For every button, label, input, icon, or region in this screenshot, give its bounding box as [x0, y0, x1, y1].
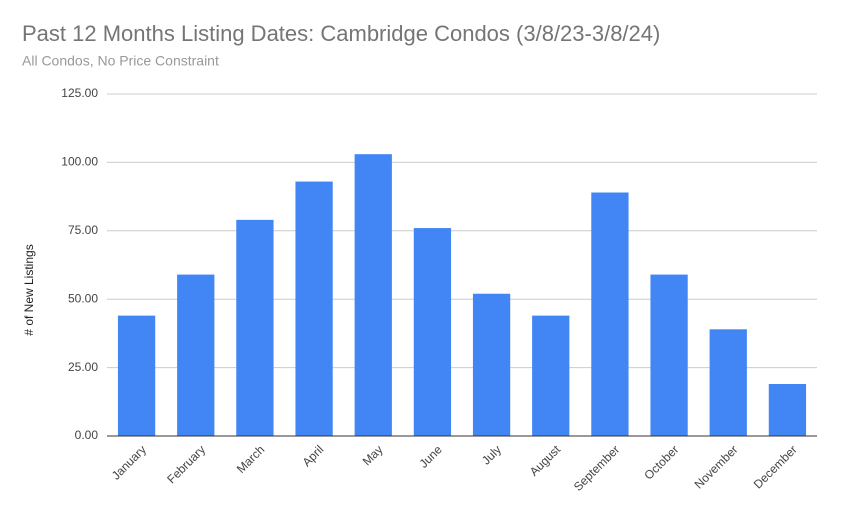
bar [236, 219, 274, 436]
y-tick-label: 0.00 [75, 428, 99, 442]
bar [768, 384, 807, 436]
bar [117, 315, 156, 436]
bar [591, 192, 629, 436]
bar [709, 329, 747, 436]
y-tick-label: 50.00 [68, 291, 98, 305]
y-tick-label: 25.00 [68, 360, 98, 374]
bar [177, 274, 215, 436]
bar [472, 293, 511, 436]
bar [532, 315, 570, 436]
bar [354, 154, 392, 436]
y-tick-label: 125.00 [61, 86, 98, 100]
chart-title: Past 12 Months Listing Dates: Cambridge … [22, 21, 660, 46]
y-tick-label: 100.00 [61, 155, 98, 169]
bar [650, 274, 688, 436]
bar [413, 228, 452, 436]
chart-subtitle: All Condos, No Price Constraint [22, 53, 219, 69]
y-tick-label: 75.00 [68, 223, 98, 237]
y-axis-label: # of New Listings [22, 244, 36, 335]
bar [295, 181, 333, 436]
